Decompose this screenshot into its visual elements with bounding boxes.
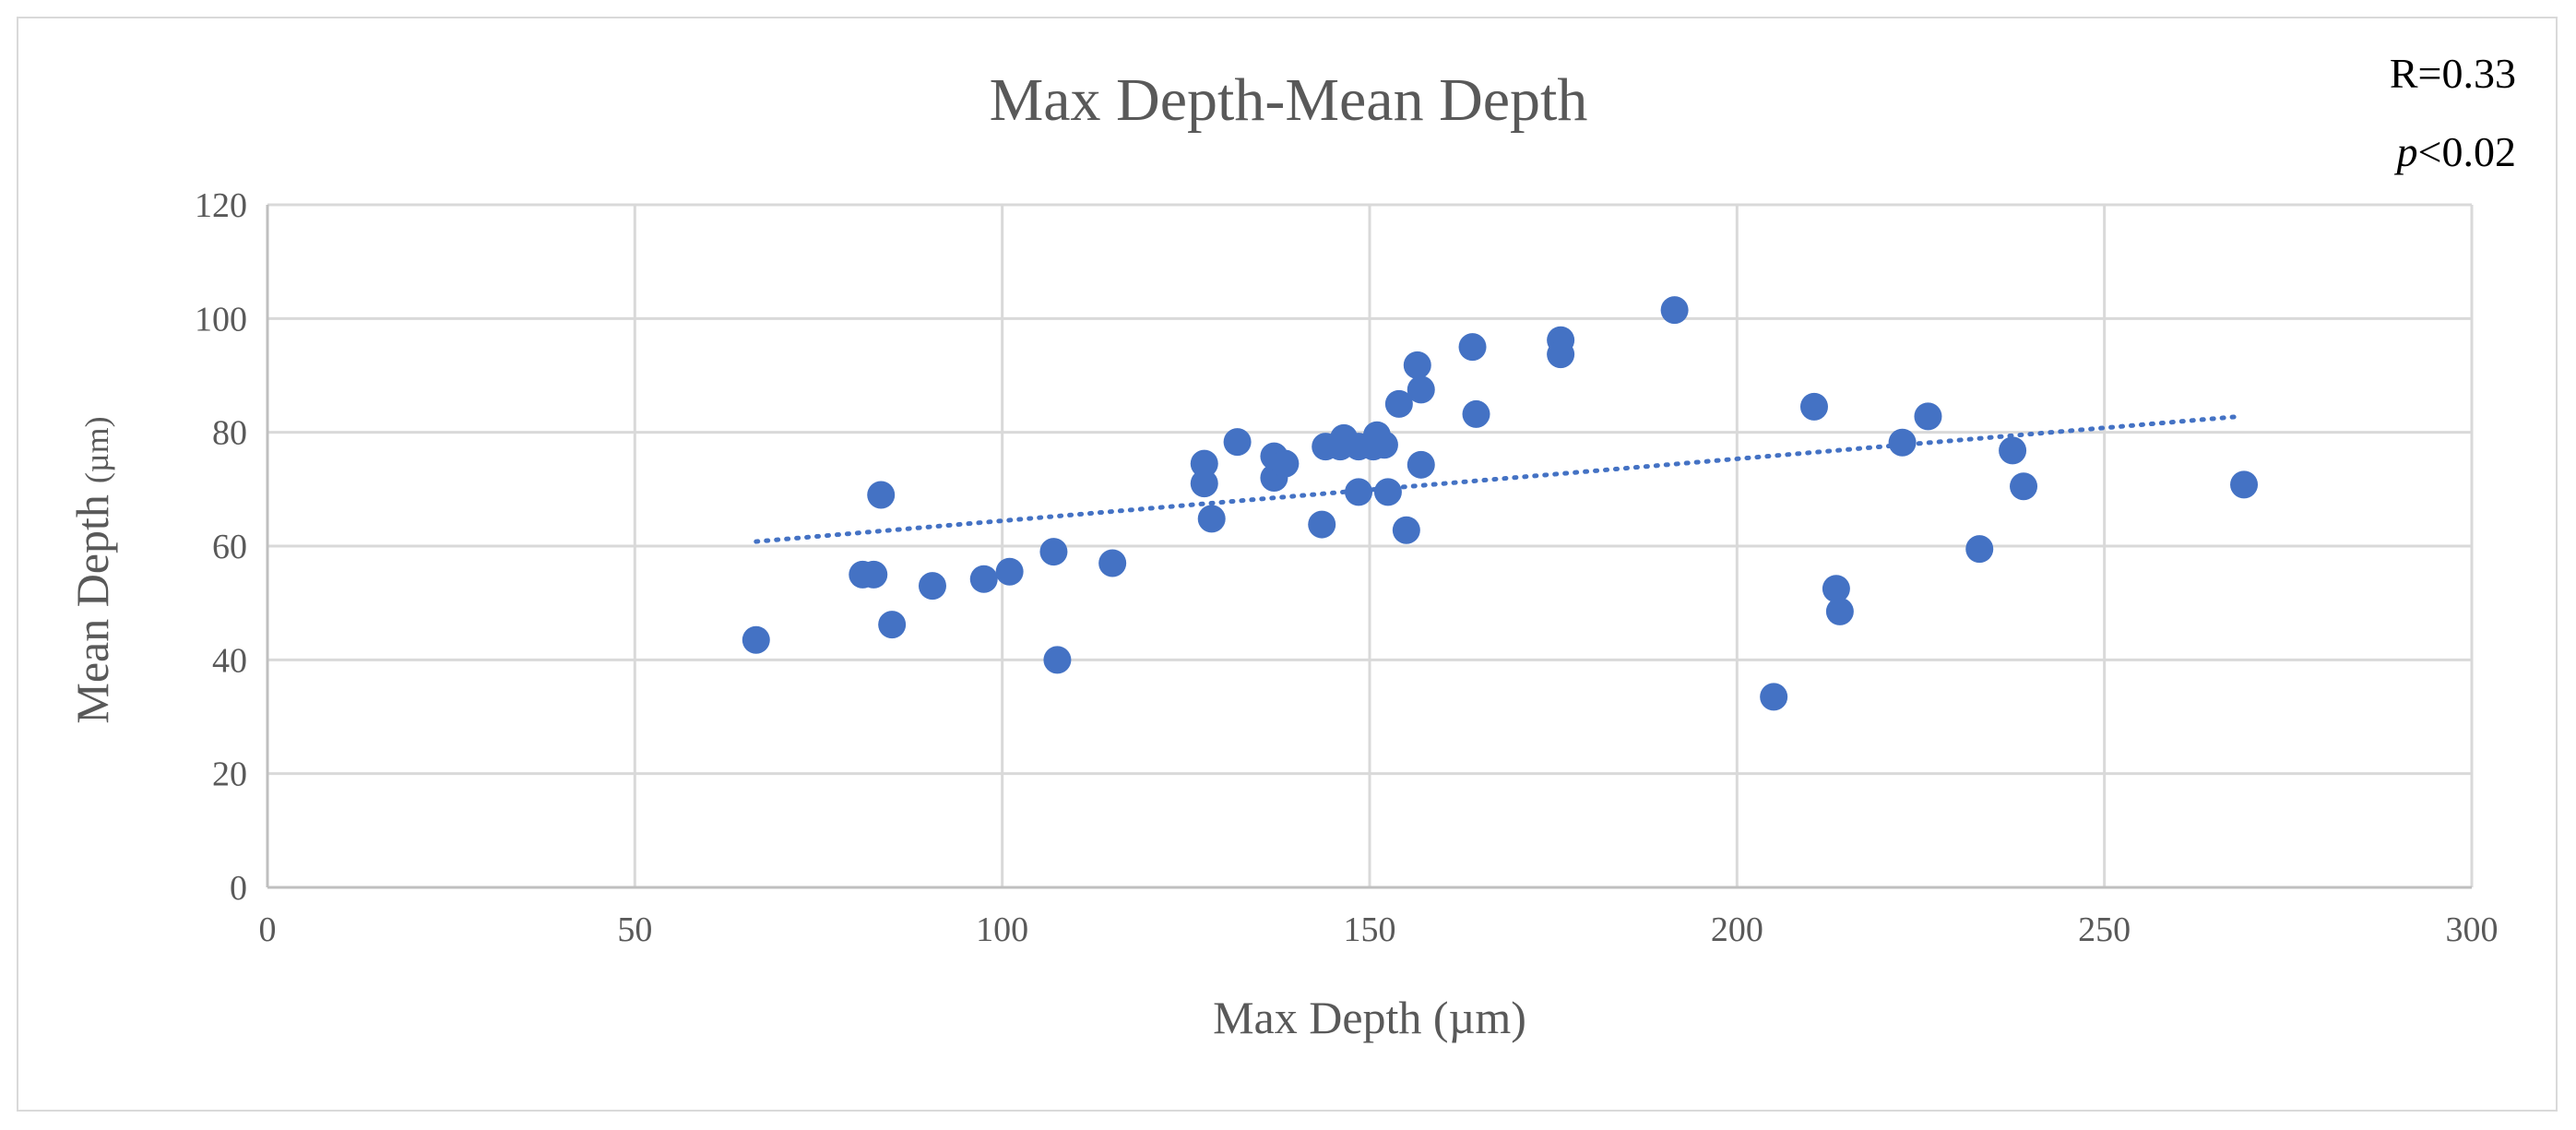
data-point <box>878 611 907 639</box>
data-point <box>1888 428 1917 457</box>
data-point <box>1043 646 1072 674</box>
data-point <box>1407 375 1435 404</box>
data-point <box>860 560 888 589</box>
p-threshold: <0.02 <box>2418 128 2516 175</box>
data-point <box>1914 402 1942 431</box>
data-point <box>2230 470 2259 499</box>
data-point <box>1547 340 1575 369</box>
x-tick-label: 100 <box>976 910 1028 949</box>
x-tick-label: 200 <box>1711 910 1763 949</box>
data-point <box>1660 296 1689 325</box>
data-point <box>1098 549 1127 577</box>
x-axis-label: Max Depth (µm) <box>1213 992 1526 1043</box>
y-tick-label: 80 <box>212 414 247 453</box>
data-point <box>1384 389 1413 418</box>
x-tick-label: 250 <box>2078 910 2131 949</box>
x-tick-label: 0 <box>259 910 277 949</box>
data-point <box>1370 431 1398 459</box>
y-tick-label: 120 <box>195 186 247 225</box>
data-point <box>1799 392 1828 421</box>
data-point <box>1271 449 1300 478</box>
data-point <box>1999 436 2027 465</box>
chart-frame <box>17 17 2558 1112</box>
y-axis-label-unit: (µm) <box>78 416 115 483</box>
r-value-annotation: R=0.33 <box>2390 50 2516 97</box>
y-axis-label-main: Mean Depth <box>66 494 118 724</box>
data-point <box>1039 538 1068 566</box>
data-point <box>1392 516 1420 544</box>
chart-title: Max Depth-Mean Depth <box>990 66 1588 134</box>
y-tick-label: 100 <box>195 300 247 339</box>
y-tick-label: 0 <box>230 869 247 908</box>
data-point <box>1822 575 1850 603</box>
tick-labels: 0 50 100 150 200 250 300 0 20 40 60 80 100 120 <box>195 186 2499 949</box>
data-point <box>1345 478 1373 506</box>
data-point <box>1197 505 1226 533</box>
y-axis-label: Mean Depth (µm) <box>66 416 118 723</box>
data-points <box>742 296 2259 711</box>
data-point <box>1403 351 1431 379</box>
data-point <box>867 481 896 509</box>
data-point <box>2010 472 2038 501</box>
data-point <box>1223 428 1252 457</box>
data-point <box>1458 333 1487 362</box>
p-value-annotation: p<0.02 <box>2394 128 2516 175</box>
data-point <box>1373 478 1402 506</box>
x-tick-label: 300 <box>2446 910 2499 949</box>
x-tick-label: 50 <box>617 910 652 949</box>
data-point <box>1407 450 1435 479</box>
y-tick-label: 40 <box>212 641 247 680</box>
x-tick-label: 150 <box>1344 910 1396 949</box>
data-point <box>1190 470 1218 498</box>
trendline-group <box>754 413 2243 544</box>
gridlines <box>267 203 2474 887</box>
trendline <box>754 413 2243 544</box>
data-point <box>969 565 998 593</box>
axes <box>266 205 2472 889</box>
data-point <box>1965 535 1994 564</box>
data-point <box>1825 597 1854 625</box>
data-point <box>1462 399 1490 428</box>
y-tick-label: 60 <box>212 528 247 566</box>
p-symbol: p <box>2394 128 2418 175</box>
data-point <box>1760 683 1788 711</box>
data-point <box>918 572 946 601</box>
data-point <box>995 557 1024 586</box>
data-point <box>1190 449 1218 478</box>
y-tick-label: 20 <box>212 755 247 794</box>
data-point <box>742 625 770 654</box>
data-point <box>1308 510 1336 539</box>
